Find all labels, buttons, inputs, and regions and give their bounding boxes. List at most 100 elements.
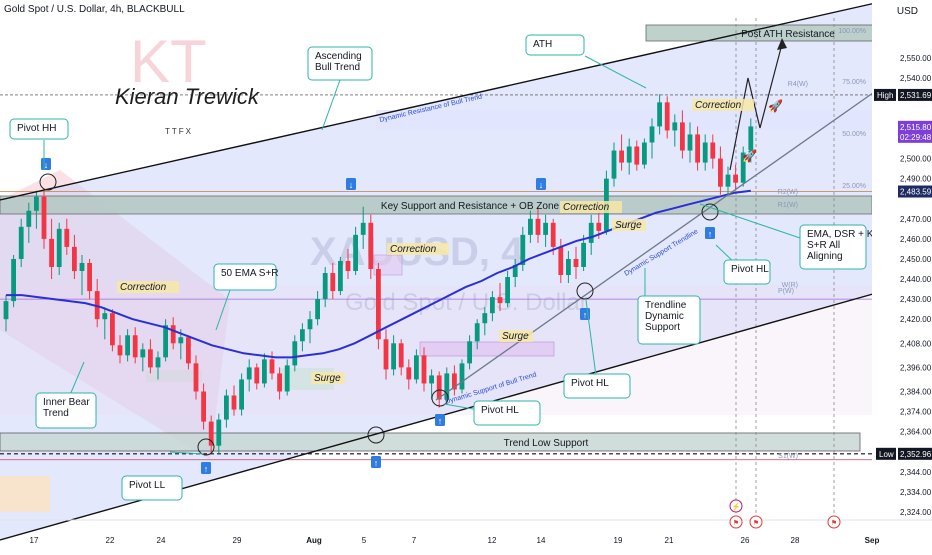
candle-body-68	[520, 234, 526, 265]
candle-body-69	[528, 218, 533, 235]
candle-body-24	[186, 337, 191, 364]
y-tick-13: 2,408.00	[900, 339, 932, 348]
candle-body-13	[102, 313, 108, 320]
brand-mark: TTFX	[165, 127, 193, 136]
candle-body-22	[170, 325, 176, 344]
y-tick-5: 2,490.00	[900, 175, 932, 184]
candle-body-6	[49, 238, 54, 267]
chart-title: Gold Spot / U.S. Dollar, 4h, BLACKBULL	[4, 4, 185, 15]
x-tick-6: 7	[412, 536, 417, 545]
candle-body-34	[262, 359, 267, 384]
pivot-hl-mid-text-0: Pivot HL	[571, 378, 609, 389]
y-tick-1: 2,540.00	[900, 74, 932, 83]
event-glyph-1: ⚑	[733, 519, 739, 527]
fib-level-1: 75.00%	[842, 79, 866, 86]
candle-body-88	[672, 122, 678, 131]
ascending-bull-text-1: Bull Trend	[315, 62, 360, 73]
rocket-icon-1: 🚀	[768, 99, 783, 113]
candle-body-18	[140, 349, 146, 358]
x-tick-0: 17	[30, 536, 39, 545]
pivot-ll-text-0: Pivot LL	[129, 480, 166, 491]
callout-pointer-2	[584, 55, 647, 89]
pivot-circle-0	[39, 173, 57, 191]
y-tick-15: 2,384.00	[900, 387, 932, 396]
high-price-tag-bg	[898, 88, 932, 101]
callout-pointer-3	[699, 203, 801, 239]
pivot-hl-low-text-0: Pivot HL	[481, 405, 519, 416]
pivot-marker-arrow-7: ↑	[708, 229, 713, 239]
ath-box	[525, 34, 585, 56]
pivot-hl-low-box	[473, 400, 541, 426]
projection-arrowhead	[777, 38, 787, 50]
weekly-level-0: R4(W)	[788, 81, 808, 88]
weekly-level-3: P(W)	[778, 288, 794, 295]
y-tick-11: 2,430.00	[900, 295, 932, 304]
bull-channel-fill	[0, 2, 880, 540]
candle-body-41	[315, 299, 320, 320]
candle-body-28	[216, 419, 222, 446]
countdown: 02:29:48	[900, 133, 932, 142]
candle-body-72	[550, 222, 556, 247]
ema-price-tag-bg	[898, 185, 932, 198]
pivot-marker-arrow-6: ↑	[583, 310, 588, 320]
signature: Kieran Trewick	[115, 84, 260, 109]
candle-body-53	[406, 367, 412, 380]
x-tick-3: 29	[233, 536, 242, 545]
ema-dsr-text-2: Aligning	[807, 251, 843, 262]
y-tick-17: 2,364.00	[900, 428, 932, 437]
pivot-hl-right-box	[723, 259, 771, 285]
candle-body-36	[277, 373, 282, 392]
event-icon-2	[749, 515, 763, 529]
x-tick-8: 14	[537, 536, 546, 545]
trendline-dynamic-text-2: Support	[645, 322, 680, 333]
candle-body-67	[512, 264, 518, 278]
candle-body-20	[155, 357, 161, 368]
surge-label-1: Surge	[314, 373, 341, 384]
x-tick-11: 26	[741, 536, 750, 545]
candle-body-44	[338, 260, 343, 292]
candle-body-21	[163, 325, 168, 358]
candle-body-84	[642, 142, 647, 165]
pivot-marker-arrow-4: ↑	[374, 458, 379, 468]
candle-body-64	[490, 297, 495, 314]
candle-body-75	[573, 258, 579, 267]
y-tick-19: 2,344.00	[900, 468, 932, 477]
candle-body-89	[680, 122, 685, 151]
candle-body-14	[110, 313, 115, 346]
candle-body-59	[452, 373, 457, 390]
fib-level-0: 100.00%	[838, 28, 866, 35]
candle-body-82	[626, 146, 632, 163]
candle-body-63	[482, 313, 488, 324]
candle-body-10	[79, 262, 85, 272]
pivot-marker-box-3	[201, 462, 211, 474]
y-tick-8: 2,460.00	[900, 235, 932, 244]
weekly-level-1: R2(W)	[778, 189, 798, 196]
candle-body-12	[94, 291, 100, 320]
bull-channel-upper	[0, 1, 881, 201]
current-price-bg	[898, 120, 932, 143]
candle-body-19	[148, 349, 153, 368]
candle-body-37	[284, 365, 290, 392]
callout-pointer-9	[69, 361, 85, 396]
event-glyph-3: ⚑	[831, 519, 837, 527]
candle-body-87	[664, 102, 670, 131]
candle-body-86	[657, 102, 662, 127]
pivot-marker-arrow-3: ↑	[204, 464, 209, 474]
currency-label: USD	[896, 6, 918, 17]
pivot-marker-box-7	[705, 227, 715, 239]
candle-body-5	[41, 196, 47, 239]
pivot-marker-box-2	[536, 178, 546, 190]
candle-body-56	[429, 375, 434, 384]
y-tick-9: 2,450.00	[900, 255, 932, 264]
y-tick-7: 2,470.00	[900, 215, 932, 224]
y-tick-10: 2,440.00	[900, 275, 932, 284]
candle-body-97	[740, 152, 746, 183]
candle-body-42	[322, 273, 328, 300]
pivot-hh-text-0: Pivot HH	[17, 123, 56, 134]
fib-level-2: 50.00%	[842, 131, 866, 138]
correction-label-4-bg	[692, 99, 754, 111]
surge-label-3: Surge	[615, 220, 642, 231]
trend-low-zone	[0, 432, 861, 452]
candle-body-81	[619, 150, 624, 163]
